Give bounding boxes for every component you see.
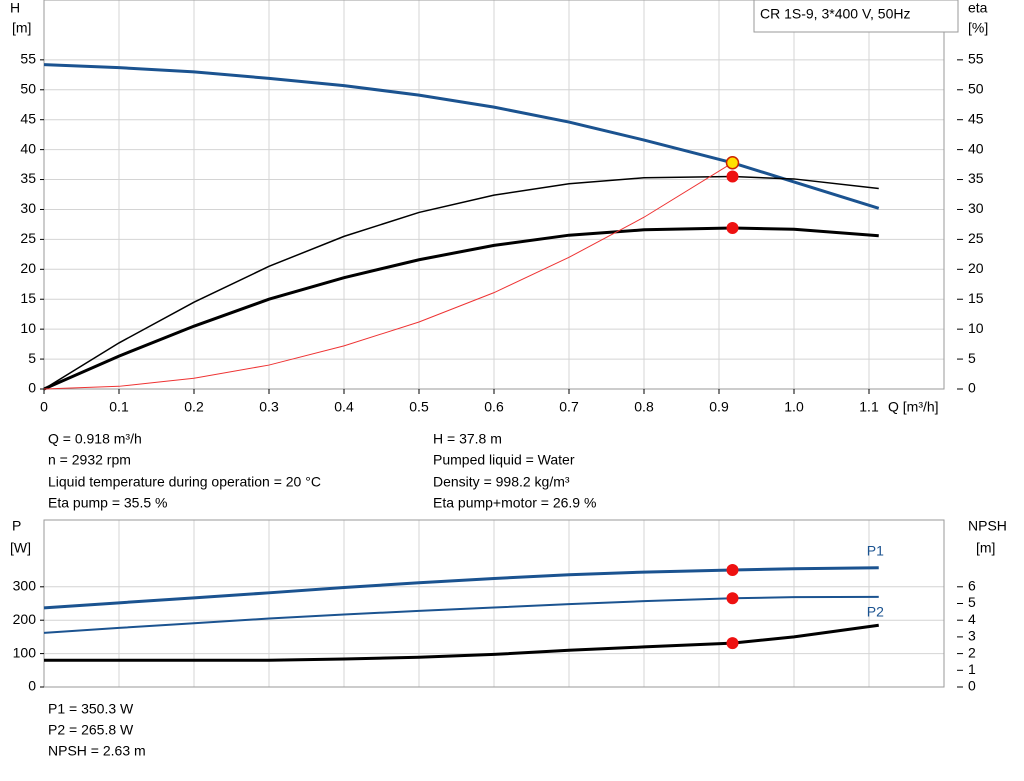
x-tick-label: 0.6 <box>484 399 504 415</box>
curve <box>44 623 879 662</box>
y2-tick-label: 10 <box>968 320 984 336</box>
series-label: P1 <box>867 542 884 558</box>
x-tick-label: 0.8 <box>634 399 654 415</box>
y2-tick-label: 5 <box>968 594 976 610</box>
duty-point <box>726 592 739 605</box>
y-axis-unit: [m] <box>12 20 31 36</box>
y2-tick-label: 20 <box>968 260 984 276</box>
x-tick-label: 0.3 <box>259 399 279 415</box>
power-text: P2 = 265.8 W <box>48 722 134 738</box>
y-axis-label: P <box>12 518 21 534</box>
title-box <box>753 0 959 33</box>
duty-point <box>726 637 739 650</box>
y2-tick-label: 0 <box>968 380 976 396</box>
series-label: P2 <box>867 604 884 620</box>
curve <box>43 226 879 391</box>
y-tick-label: 45 <box>20 110 36 126</box>
y-tick-label: 0 <box>28 380 36 396</box>
x-tick-label: 0.2 <box>184 399 204 415</box>
y-tick-label: 40 <box>20 140 36 156</box>
power-text: P1 = 350.3 W <box>48 701 134 717</box>
y-tick-label: 55 <box>20 51 36 67</box>
curve <box>43 63 880 210</box>
duty-point <box>726 170 739 183</box>
plot-frame <box>43 519 945 688</box>
y-tick-label: 20 <box>20 260 36 276</box>
y-tick-label: 100 <box>13 644 37 660</box>
y2-tick-label: 55 <box>968 51 984 67</box>
duty-point <box>725 156 740 170</box>
y2-tick-label: 50 <box>968 80 984 96</box>
curve <box>43 595 879 634</box>
duty-point <box>726 222 739 235</box>
x-tick-label: 0 <box>40 399 48 415</box>
y2-tick-label: 3 <box>968 628 976 644</box>
y2-tick-label: 5 <box>968 350 976 366</box>
y-tick-label: 200 <box>13 611 37 627</box>
y2-tick-label: 35 <box>968 170 984 186</box>
y2-axis-label: eta <box>968 0 988 16</box>
y-tick-label: 15 <box>20 290 36 306</box>
y2-tick-label: 0 <box>968 678 976 694</box>
y-axis-label: H <box>10 0 20 16</box>
info-text: Eta pump+motor = 26.9 % <box>433 495 596 511</box>
y-tick-label: 10 <box>20 320 36 336</box>
y2-tick-label: 15 <box>968 290 984 306</box>
info-text: Pumped liquid = Water <box>433 452 575 468</box>
y-tick-label: 0 <box>28 678 36 694</box>
x-tick-label: 0.4 <box>334 399 354 415</box>
x-tick-label: 0.1 <box>109 399 129 415</box>
y-tick-label: 25 <box>20 230 36 246</box>
y2-tick-label: 1 <box>968 661 976 677</box>
y2-axis-label: NPSH <box>968 518 1007 534</box>
y2-tick-label: 40 <box>968 140 984 156</box>
y2-tick-label: 45 <box>968 110 984 126</box>
y2-axis-unit: [%] <box>968 20 988 36</box>
y-axis-unit: [W] <box>10 540 31 556</box>
y2-tick-label: 4 <box>968 611 976 627</box>
y-tick-label: 35 <box>20 170 36 186</box>
y2-tick-label: 6 <box>968 578 976 594</box>
y-tick-label: 30 <box>20 200 36 216</box>
info-text: Density = 998.2 kg/m³ <box>433 474 570 490</box>
x-tick-label: 1.0 <box>784 399 804 415</box>
curve <box>43 162 733 390</box>
x-tick-label: 1.1 <box>859 399 879 415</box>
y2-axis-unit: [m] <box>976 540 995 556</box>
y2-tick-label: 30 <box>968 200 984 216</box>
curve <box>43 566 879 610</box>
info-text: H = 37.8 m <box>433 431 502 447</box>
info-text: Liquid temperature during operation = 20… <box>48 474 321 490</box>
x-tick-label: 0.5 <box>409 399 429 415</box>
y2-tick-label: 2 <box>968 644 976 660</box>
y-tick-label: 5 <box>28 350 36 366</box>
info-text: Q = 0.918 m³/h <box>48 431 142 447</box>
duty-point <box>726 563 739 576</box>
y2-tick-label: 25 <box>968 230 984 246</box>
y-tick-label: 50 <box>20 80 36 96</box>
chart-title: CR 1S-9, 3*400 V, 50Hz <box>760 6 910 22</box>
info-text: n = 2932 rpm <box>48 452 131 468</box>
x-tick-label: 0.7 <box>559 399 579 415</box>
y-tick-label: 300 <box>13 578 37 594</box>
info-text: Eta pump = 35.5 % <box>48 495 167 511</box>
curve <box>43 175 879 390</box>
power-text: NPSH = 2.63 m <box>48 743 146 759</box>
x-axis-label: Q [m³/h] <box>888 399 939 415</box>
x-tick-label: 0.9 <box>709 399 729 415</box>
